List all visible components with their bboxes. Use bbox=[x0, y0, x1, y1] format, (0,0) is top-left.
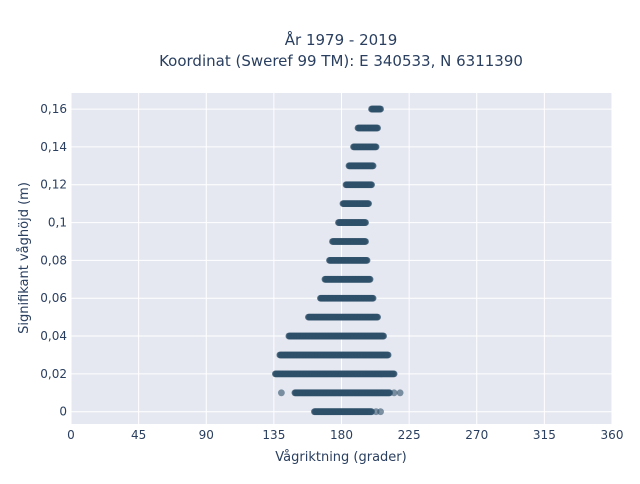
data-point bbox=[369, 162, 377, 170]
data-point bbox=[377, 105, 384, 113]
y-tick-label: 0,08 bbox=[40, 253, 67, 267]
data-point bbox=[396, 389, 404, 397]
chart-title-line-1: År 1979 - 2019 bbox=[285, 30, 398, 49]
x-axis-title: Vågriktning (grader) bbox=[275, 450, 406, 465]
x-tick-label: 225 bbox=[398, 428, 421, 442]
y-axis-ticks: 0 0,02 0,04 0,06 0,08 0,1 0,12 0,14 0,16 bbox=[40, 102, 67, 419]
x-tick-label: 180 bbox=[330, 428, 353, 442]
x-tick-label: 360 bbox=[601, 428, 624, 442]
data-point bbox=[277, 389, 285, 397]
data-point bbox=[368, 181, 375, 189]
x-axis-ticks: 0 45 90 135 180 225 270 315 360 bbox=[67, 428, 623, 442]
y-tick-label: 0,04 bbox=[40, 329, 67, 343]
data-point bbox=[390, 389, 398, 397]
y-tick-label: 0,12 bbox=[40, 178, 67, 192]
x-tick-label: 0 bbox=[67, 428, 75, 442]
x-tick-label: 45 bbox=[131, 428, 146, 442]
x-tick-label: 270 bbox=[465, 428, 488, 442]
data-points bbox=[271, 105, 404, 416]
data-point bbox=[369, 294, 377, 302]
data-point bbox=[366, 275, 374, 283]
data-point bbox=[363, 256, 371, 264]
data-point bbox=[362, 219, 369, 226]
y-tick-label: 0,1 bbox=[48, 216, 67, 230]
data-point bbox=[384, 351, 392, 359]
y-tick-label: 0,14 bbox=[40, 140, 67, 154]
chart-title-line-2: Koordinat (Sweref 99 TM): E 340533, N 63… bbox=[159, 52, 523, 70]
y-tick-label: 0,02 bbox=[40, 367, 67, 381]
y-tick-label: 0 bbox=[59, 405, 67, 419]
y-tick-label: 0,16 bbox=[40, 102, 67, 116]
data-point bbox=[377, 408, 384, 416]
data-point bbox=[390, 370, 398, 378]
data-point bbox=[362, 238, 369, 245]
data-point bbox=[372, 143, 380, 151]
x-tick-label: 90 bbox=[199, 428, 214, 442]
x-tick-label: 315 bbox=[533, 428, 556, 442]
data-point bbox=[374, 313, 381, 321]
data-point bbox=[380, 332, 387, 340]
x-tick-label: 135 bbox=[262, 428, 285, 442]
y-tick-label: 0,06 bbox=[40, 291, 67, 305]
data-point bbox=[374, 124, 381, 132]
data-point bbox=[365, 200, 372, 208]
y-axis-title: Signifikant våghöjd (m) bbox=[17, 182, 32, 334]
